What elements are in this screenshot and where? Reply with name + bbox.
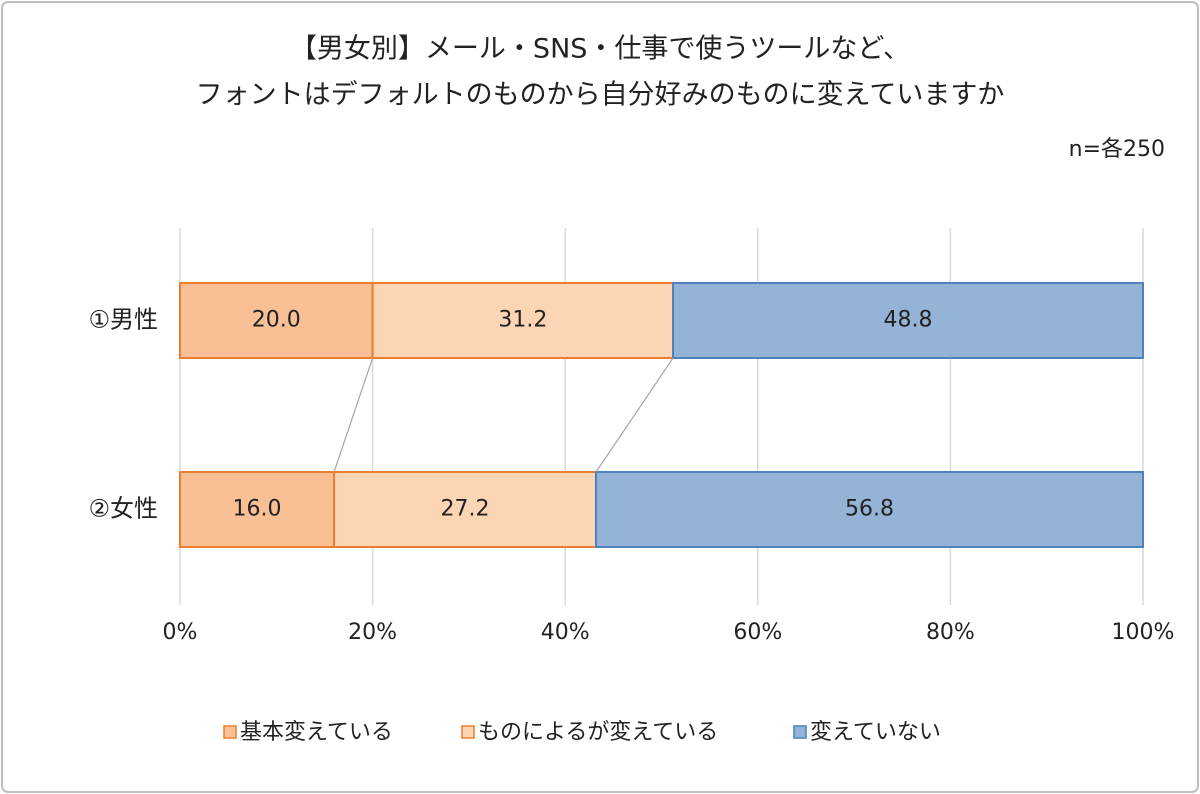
data-label: 20.0 — [252, 308, 301, 333]
x-tick-label: 60% — [733, 620, 782, 645]
data-label: 16.0 — [233, 497, 282, 522]
y-tick-label: ①男性 — [88, 306, 158, 334]
legend-label: 基本変えている — [240, 720, 393, 745]
legend-label: 変えていない — [810, 720, 941, 745]
bar — [179, 471, 336, 548]
data-label: 48.8 — [884, 308, 933, 333]
data-label: 27.2 — [441, 497, 490, 522]
chart-title: 【男女別】メール・SNS・仕事で使うツールなど、 — [290, 34, 910, 65]
data-label: 56.8 — [845, 497, 894, 522]
x-tick-label: 100% — [1112, 620, 1175, 645]
legend-label: ものによるが変えている — [478, 720, 718, 745]
legend-swatch — [461, 725, 475, 739]
series-line — [595, 357, 674, 473]
x-tick-label: 20% — [348, 620, 397, 645]
series-line — [333, 357, 374, 473]
legend-swatch — [223, 725, 237, 739]
bar — [672, 282, 1145, 359]
x-tick-label: 0% — [163, 620, 198, 645]
y-tick-label: ②女性 — [88, 495, 158, 523]
x-tick-label: 40% — [541, 620, 590, 645]
bar — [595, 471, 1144, 548]
bar — [179, 282, 374, 359]
legend-swatch — [793, 725, 807, 739]
chart-title: フォントはデフォルトのものから自分好みのものに変えていますか — [196, 80, 1005, 111]
annotation: n=各250 — [1069, 137, 1165, 162]
bar — [333, 471, 598, 548]
data-label: 31.2 — [498, 308, 547, 333]
x-tick-label: 80% — [926, 620, 975, 645]
